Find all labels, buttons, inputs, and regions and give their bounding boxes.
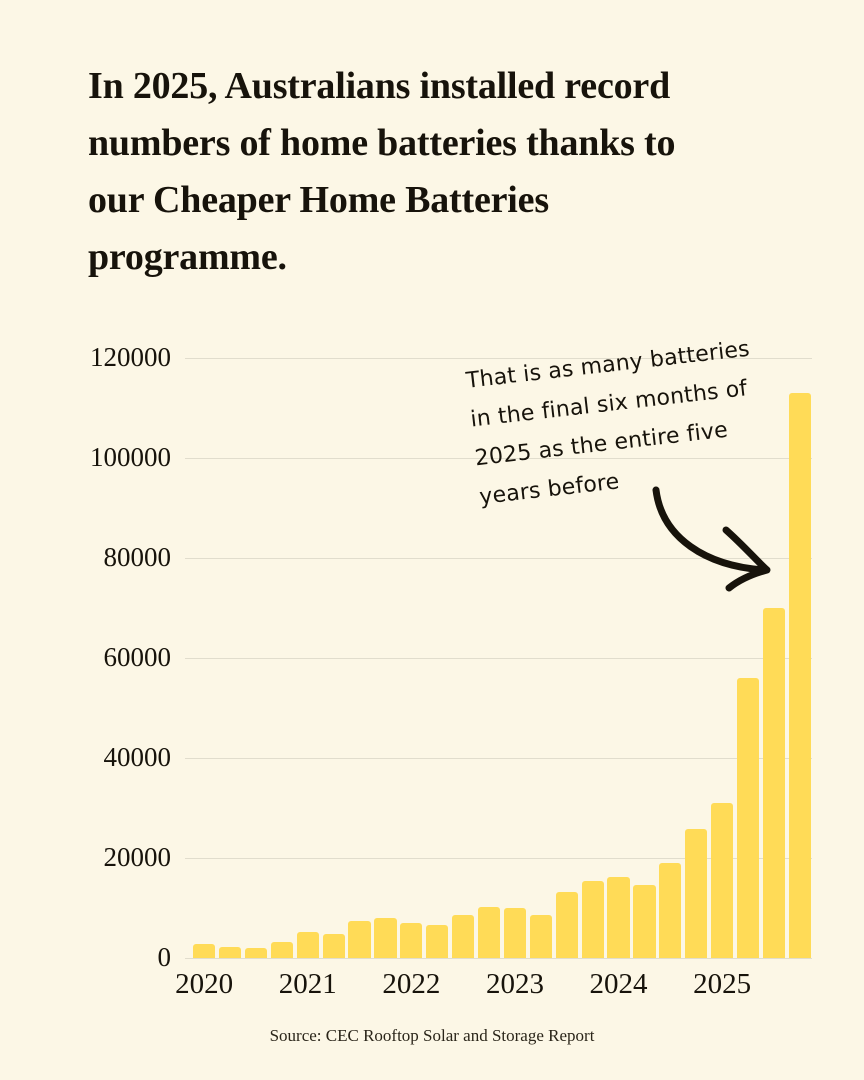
bar-2024-q2 (633, 884, 656, 958)
bar-2025-q1 (711, 803, 734, 958)
bar-2025-q2 (736, 678, 760, 958)
gridline-0 (185, 958, 812, 959)
bar-2023-q3 (555, 892, 578, 958)
bar-2023-q4 (581, 880, 604, 958)
x-tick-label-2021: 2021 (278, 968, 337, 1000)
bar-2023-q2 (529, 915, 552, 958)
bar-2024-q1 (607, 877, 630, 958)
y-tick-label: 60000 (103, 641, 172, 672)
bar-2023-q1 (503, 907, 527, 958)
bar-2022-q2 (426, 924, 449, 958)
y-tick-label: 0 (157, 941, 172, 972)
bar-2020-q2 (218, 946, 242, 958)
bar-2022-q4 (477, 906, 501, 958)
bar-2025-q3 (762, 608, 786, 958)
bar-2021-q3 (348, 920, 371, 958)
gridline-60000 (185, 658, 812, 659)
bar-2024-q3 (659, 863, 682, 958)
gridline-120000 (185, 358, 812, 359)
source-note: Source: CEC Rooftop Solar and Storage Re… (269, 1026, 595, 1045)
gridline-40000 (185, 758, 812, 759)
x-tick-label-2020: 2020 (175, 968, 234, 1000)
bar-2020-q1 (193, 943, 216, 958)
y-tick-label: 100000 (90, 441, 171, 472)
bar-2022-q1 (400, 922, 423, 958)
bar-2020-q3 (244, 947, 268, 958)
bar-2021-q2 (322, 933, 345, 958)
bar-2025-q4 (788, 393, 811, 958)
page-title-line: In 2025, Australians installed record (88, 65, 671, 107)
page-title-line: numbers of home batteries thanks to (88, 122, 676, 164)
y-tick-label: 80000 (103, 541, 172, 572)
page-title: In 2025, Australians installed record num… (88, 58, 675, 286)
x-tick-label-2025: 2025 (693, 968, 752, 1000)
gridline-100000 (185, 458, 812, 459)
annotation-arrow-icon (652, 486, 771, 592)
y-tick-label: 20000 (103, 841, 172, 872)
bar-2020-q4 (270, 942, 293, 958)
bar-2021-q1 (296, 931, 319, 958)
y-tick-label: 40000 (103, 741, 172, 772)
page-title-line: programme. (88, 236, 287, 278)
x-tick-label-2022: 2022 (382, 968, 441, 1000)
bar-2021-q4 (374, 917, 397, 958)
x-tick-label-2024: 2024 (589, 968, 648, 1000)
y-tick-label: 120000 (90, 341, 171, 372)
page-title-line: our Cheaper Home Batteries (88, 179, 549, 221)
bar-2022-q3 (452, 915, 475, 958)
bar-2024-q4 (685, 829, 708, 958)
gridline-80000 (185, 558, 812, 559)
gridline-20000 (185, 858, 812, 859)
battery-installations-chart: 0 20000 40000 60000 80000 100000 120000 2020 20… (90, 342, 812, 1000)
x-tick-label-2023: 2023 (485, 968, 544, 1000)
